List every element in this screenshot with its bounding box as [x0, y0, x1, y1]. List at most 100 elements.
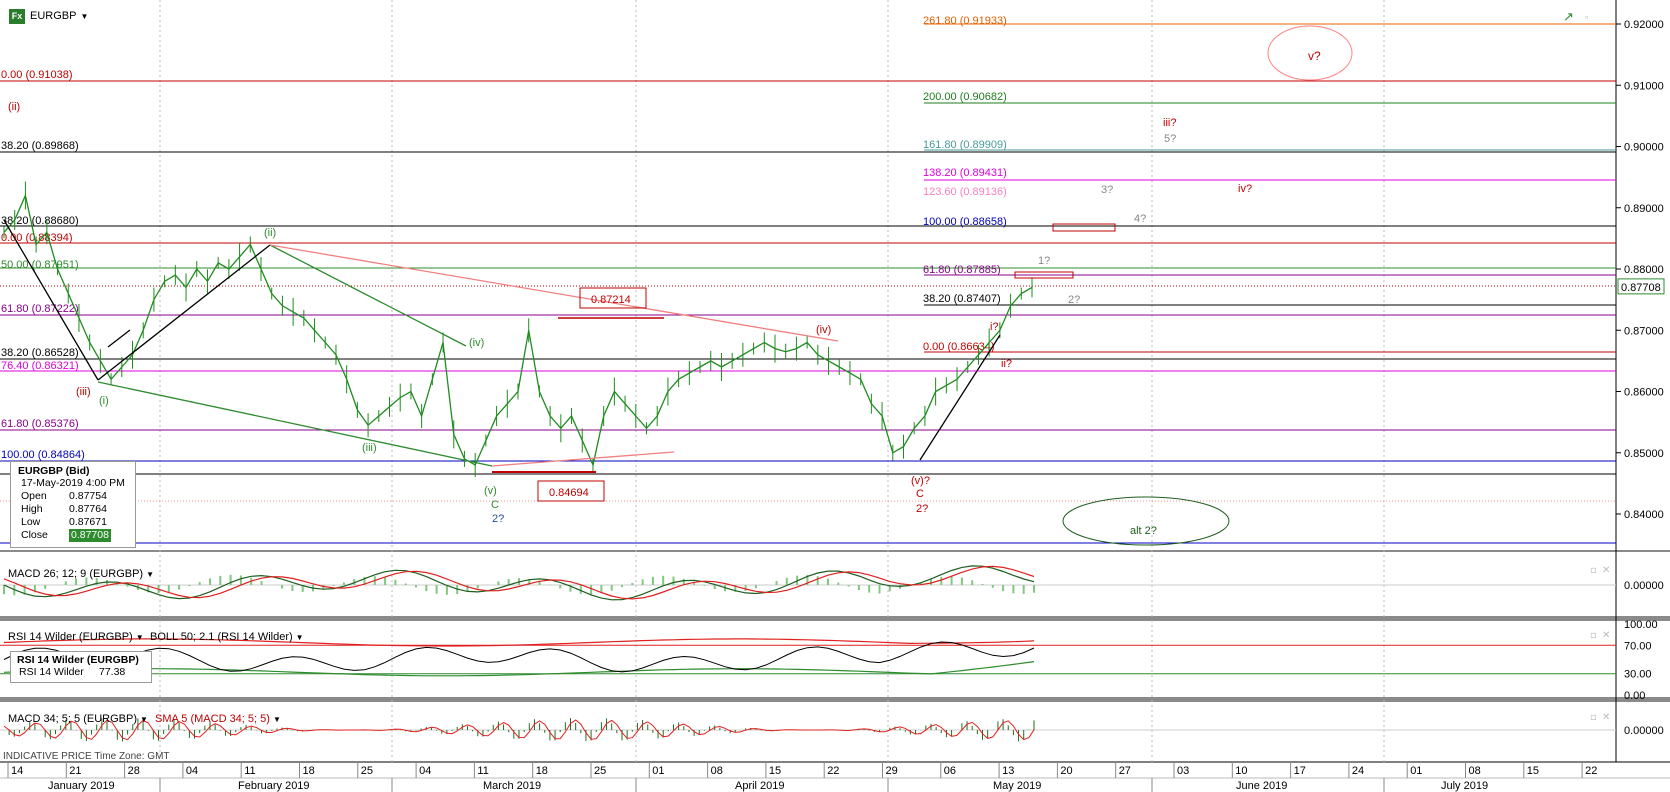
wave-label: 5?: [1164, 133, 1176, 145]
month-tick-label: May 2019: [993, 780, 1041, 792]
target-zone: [1052, 223, 1116, 232]
restore-icon[interactable]: ▫: [1585, 12, 1589, 22]
wave-label: C: [491, 499, 499, 511]
price-box: [579, 287, 647, 309]
day-tick-label: 01: [652, 765, 664, 777]
price-tick-label: 0.90000: [1624, 142, 1664, 154]
day-tick-label: 08: [1469, 765, 1481, 777]
fib-label-left: 50.00 (0.87951): [1, 259, 79, 271]
boll-lower-line: [3, 661, 1035, 677]
month-tick-label: January 2019: [48, 780, 115, 792]
fib-label-left: 38.20 (0.86528): [1, 347, 79, 359]
wave-label: i?: [990, 321, 999, 333]
fib-label-left: 100.00 (0.84864): [1, 449, 85, 461]
day-tick-label: 10: [1235, 765, 1247, 777]
day-tick-label: 08: [711, 765, 723, 777]
price-tick-label: 0.91000: [1624, 80, 1664, 92]
fib-label-right: 200.00 (0.90682): [923, 91, 1007, 103]
month-tick-label: June 2019: [1236, 780, 1287, 792]
pane-separator: [0, 616, 1670, 621]
day-tick-label: 18: [303, 765, 315, 777]
day-tick-label: 11: [477, 765, 488, 777]
boll-pane-title[interactable]: BOLL 50; 2.1 (RSI 14 Wilder) ▼: [150, 631, 304, 643]
day-tick-label: 22: [827, 765, 839, 777]
fib-label-right: 138.20 (0.89431): [923, 167, 1007, 179]
trend-line: [491, 451, 675, 467]
boll-upper-line: [3, 638, 1035, 647]
footer-text: INDICATIVE PRICE Time Zone: GMT: [3, 751, 170, 762]
wave-label: 4?: [1134, 213, 1146, 225]
last-price-tag: [1617, 278, 1665, 295]
day-tick-label: 25: [594, 765, 606, 777]
pane-separator: [0, 550, 1670, 552]
wave-label: (v): [484, 485, 497, 497]
wave-label: 2?: [492, 513, 504, 525]
day-tick-label: 18: [536, 765, 548, 777]
fib-label-left: 0.00 (0.88394): [1, 232, 73, 244]
fib-label-right: 123.60 (0.89136): [923, 186, 1007, 198]
sma-line: [3, 719, 1035, 741]
month-tick-label: July 2019: [1441, 780, 1488, 792]
rsi-line: [3, 641, 1035, 673]
target-ellipse: [1267, 25, 1353, 81]
macd-line: [3, 565, 1035, 601]
macd2-pane-title[interactable]: MACD 34; 5; 5 (EURGBP) ▼: [8, 713, 148, 725]
info-title: EURGBP (Bid): [18, 465, 90, 477]
rsi-tick-label: 0.00: [1624, 690, 1645, 702]
trend-line: [97, 381, 493, 467]
alt-ellipse: [1062, 496, 1230, 546]
wave-label: (iv): [816, 324, 831, 336]
pane-restore-icon: ▫: [1590, 630, 1597, 641]
rsi-tick-label: 70.00: [1624, 640, 1652, 652]
month-tick-label: March 2019: [483, 780, 541, 792]
wave-label: iv?: [1238, 183, 1252, 195]
trend-line: [107, 329, 131, 348]
rsi-pane-title[interactable]: RSI 14 Wilder (EURGBP) ▼: [8, 631, 144, 643]
trend-icon[interactable]: ↗: [1563, 9, 1574, 24]
day-tick-label: 27: [1119, 765, 1131, 777]
symbol-selector[interactable]: EURGBP ▼: [30, 10, 89, 22]
day-tick-label: 11: [244, 765, 255, 777]
info-date: 17-May-2019 4:00 PM: [21, 477, 125, 489]
fib-label-right: 261.80 (0.91933): [923, 15, 1007, 27]
day-tick-label: 04: [419, 765, 431, 777]
wave-label: 2?: [916, 503, 928, 515]
day-tick-label: 22: [1585, 765, 1597, 777]
day-tick-label: 25: [361, 765, 373, 777]
pane-close-icon: ✕: [1602, 565, 1610, 576]
rsi-tick-label: 30.00: [1624, 669, 1652, 681]
wave-label: (ii): [264, 227, 276, 239]
last-price-label: 0.87708: [1621, 282, 1661, 294]
wave-label: (ii): [8, 101, 20, 113]
macd-signal-line: [3, 565, 1035, 600]
day-tick-label: 04: [186, 765, 198, 777]
info-high-row: High 0.87764: [21, 503, 107, 515]
wave-label: ii?: [1001, 358, 1012, 370]
sma-pane-title[interactable]: SMA 5 (MACD 34; 5; 5) ▼: [155, 713, 281, 725]
macd-pane-title[interactable]: MACD 26; 12; 9 (EURGBP) ▼: [8, 568, 155, 580]
price-box: [537, 480, 605, 502]
price-tick-label: 0.89000: [1624, 203, 1664, 215]
rsi-tick-label: 100.00: [1624, 619, 1658, 631]
price-tick-label: 0.85000: [1624, 448, 1664, 460]
price-box-label: 0.87214: [591, 294, 631, 306]
fib-label-left: 0.00 (0.91038): [1, 69, 73, 81]
wave-label: iii?: [1163, 117, 1176, 129]
day-tick-label: 15: [769, 765, 781, 777]
fib-label-right: 100.00 (0.88658): [923, 216, 1007, 228]
wave-label: (iii): [362, 442, 377, 454]
macd-tick-label: 0.00000: [1624, 580, 1664, 592]
pane-close-icon: ✕: [1602, 712, 1610, 723]
trend-line: [269, 244, 467, 347]
wave-label: (v)?: [911, 475, 930, 487]
fib-label-left: 38.20 (0.89868): [1, 140, 79, 152]
rsi-info-box: RSI 14 Wilder (EURGBP) RSI 14 Wilder 77.3…: [10, 651, 152, 683]
fib-label-left: 76.40 (0.86321): [1, 360, 79, 372]
day-tick-label: 06: [944, 765, 956, 777]
day-tick-label: 24: [1352, 765, 1364, 777]
pane-separator: [0, 697, 1670, 702]
day-tick-label: 20: [1060, 765, 1072, 777]
info-open-row: Open 0.87754: [21, 490, 107, 502]
wave-label: alt 2?: [1130, 525, 1157, 537]
